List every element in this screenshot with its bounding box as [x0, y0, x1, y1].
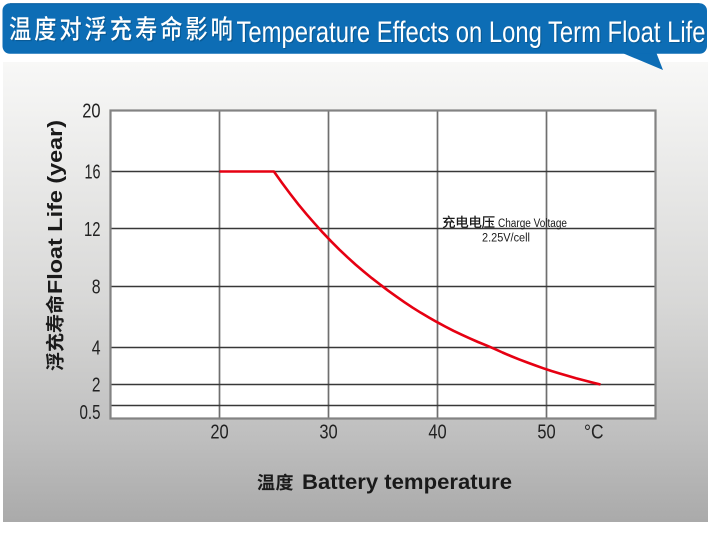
svg-text:Float Life (year): Float Life (year): [45, 120, 67, 294]
svg-text:4: 4: [92, 338, 101, 360]
svg-text:16: 16: [85, 162, 101, 184]
svg-text:Temperature Effects on Long Te: Temperature Effects on Long Term Float L…: [238, 17, 707, 50]
svg-text:°C: °C: [584, 422, 604, 444]
svg-text:2: 2: [92, 375, 101, 397]
svg-text:20: 20: [82, 100, 100, 122]
svg-text:40: 40: [428, 422, 446, 444]
svg-text:20: 20: [210, 422, 228, 444]
svg-text:50: 50: [537, 422, 555, 444]
svg-text:8: 8: [92, 276, 101, 298]
svg-text:Charge Voltage: Charge Voltage: [498, 218, 567, 230]
svg-text:30: 30: [319, 422, 337, 444]
svg-text:Temperature Effects on Long Te: Temperature Effects on Long Term Float L…: [237, 16, 706, 49]
svg-text:0.5: 0.5: [80, 402, 101, 424]
svg-text:2.25V/cell: 2.25V/cell: [482, 233, 530, 245]
svg-text:Battery temperature: Battery temperature: [302, 471, 512, 494]
svg-text:12: 12: [84, 219, 101, 241]
